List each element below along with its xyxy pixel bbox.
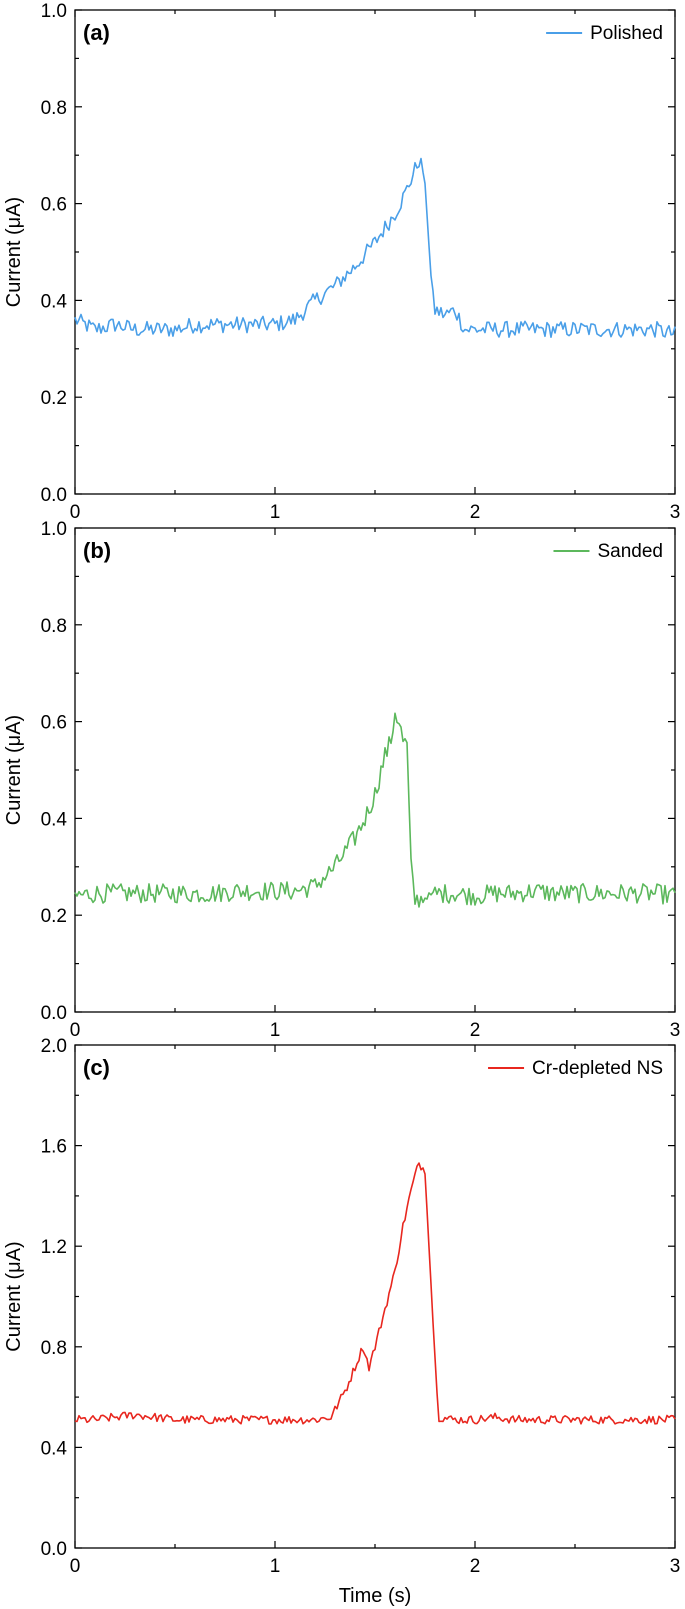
y-tick-label: 0.2: [41, 906, 67, 927]
y-tick-label: 0.8: [41, 1338, 67, 1359]
y-tick-label: 0.4: [41, 1438, 68, 1459]
y-tick-label: 0.4: [41, 809, 68, 830]
panels: 0 1 2 3 0.0 0.2 0.4 0.6 0.8 1.0 Current (μA) (a) Pol…: [3, 1, 680, 1607]
x-tick-label: 2: [470, 1556, 481, 1577]
x-tick-label: 2: [470, 502, 481, 523]
x-tick-label: 1: [270, 502, 281, 523]
series-line-sanded: [74, 712, 676, 908]
legend-label: Cr-depleted NS: [532, 1058, 663, 1079]
y-tick-label: 0.0: [41, 485, 67, 506]
x-tick-label: 3: [670, 1020, 681, 1041]
series-line-polished: [74, 157, 676, 339]
y-axis-label: Current (μA): [3, 1241, 25, 1351]
plot-frame: [74, 1044, 676, 1549]
y-tick-label: 1.2: [41, 1237, 67, 1258]
legend-label: Polished: [590, 23, 663, 44]
panel-label: (a): [83, 20, 110, 45]
y-tick-label: 0.0: [41, 1539, 67, 1560]
y-tick-label: 0.8: [41, 98, 67, 119]
x-tick-label: 3: [670, 1556, 681, 1577]
plot-frame: [74, 527, 676, 1013]
y-axis-label: Current (μA): [3, 197, 25, 307]
y-tick-label: 0.0: [41, 1003, 67, 1024]
x-axis-label: Time (s): [339, 1585, 412, 1607]
x-tick-label: 0: [70, 1020, 81, 1041]
series-line-cr-depleted-ns: [74, 1162, 676, 1425]
x-tick-label: 0: [70, 1556, 81, 1577]
chart-panel-1: 0 1 2 3 0.0 0.2 0.4 0.6 0.8 1.0 Current (μA) (a) Pol…: [3, 1, 680, 523]
x-tick-label: 3: [670, 502, 681, 523]
x-tick-label: 1: [270, 1020, 281, 1041]
x-tick-label: 0: [70, 502, 81, 523]
legend-label: Sanded: [597, 541, 663, 562]
chart-panel-2: 0 1 2 3 0.0 0.2 0.4 0.6 0.8 1.0 Current (μA) (b) San…: [3, 519, 680, 1041]
y-axis-label: Current (μA): [3, 715, 25, 825]
x-tick-label: 1: [270, 1556, 281, 1577]
panel-label: (c): [83, 1055, 110, 1080]
y-tick-label: 0.2: [41, 388, 67, 409]
panel-label: (b): [83, 538, 111, 563]
y-tick-label: 1.0: [41, 519, 67, 540]
y-tick-label: 0.6: [41, 713, 67, 734]
plot-frame: [74, 9, 676, 495]
chart-panel-3: 0 1 2 3 0.0 0.4 0.8 1.2 1.6 2.0 Current (μA) Time (…: [3, 1036, 680, 1607]
y-tick-label: 0.6: [41, 195, 67, 216]
y-tick-label: 2.0: [41, 1036, 67, 1057]
y-tick-label: 0.4: [41, 291, 68, 312]
x-tick-label: 2: [470, 1020, 481, 1041]
y-tick-label: 0.8: [41, 616, 67, 637]
y-tick-label: 1.6: [41, 1137, 67, 1158]
y-tick-label: 1.0: [41, 1, 67, 22]
